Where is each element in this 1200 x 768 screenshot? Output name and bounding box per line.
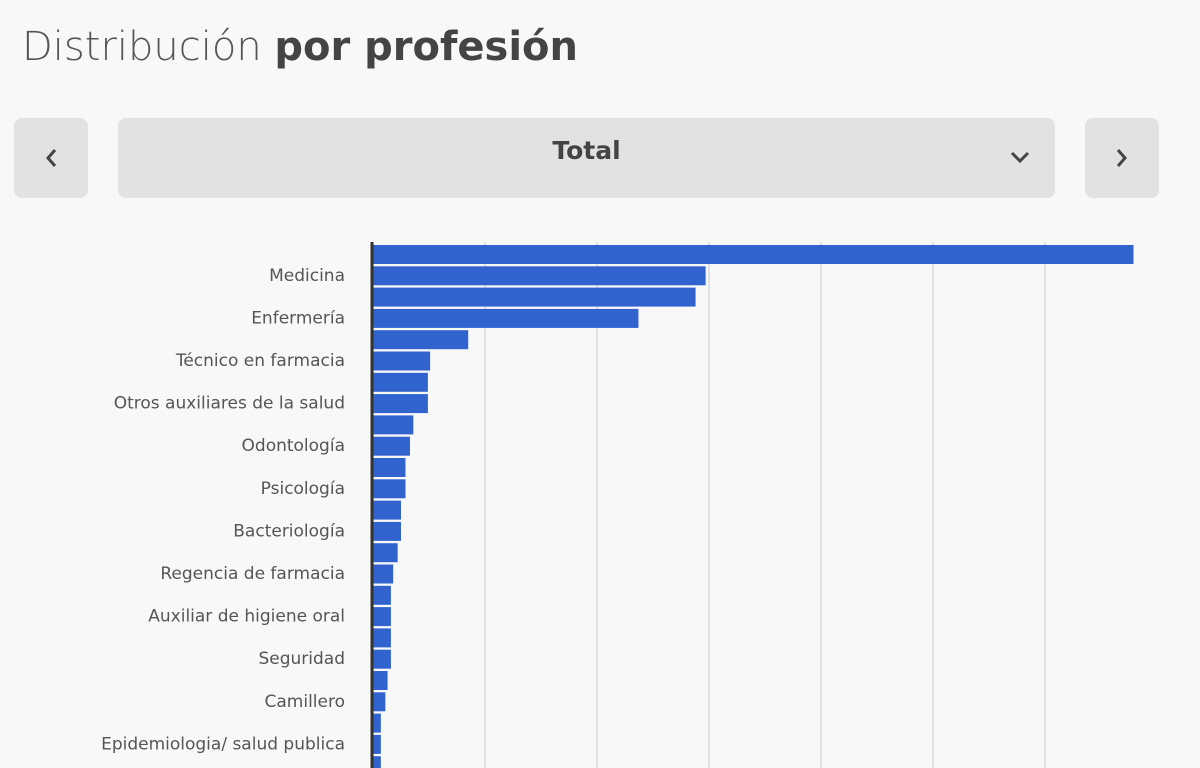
profession-select[interactable]: Total <box>118 118 1055 198</box>
bar <box>373 351 431 371</box>
bar <box>373 628 391 648</box>
y-tick-label: Enfermería <box>251 308 345 328</box>
bar <box>373 500 401 520</box>
bar <box>373 308 639 328</box>
bar <box>373 756 381 768</box>
y-tick-label: Bacteriología <box>233 521 345 541</box>
bar <box>373 692 386 712</box>
prev-icon <box>46 149 57 167</box>
page-title: Distribución por profesión <box>22 24 578 70</box>
bar <box>373 245 1134 264</box>
dropdown-icon <box>1010 151 1030 164</box>
y-tick-label: Odontología <box>242 436 345 456</box>
select-value: Total <box>552 136 621 165</box>
next-icon <box>1116 149 1127 167</box>
bar <box>373 458 406 477</box>
bar <box>373 394 428 414</box>
bar <box>373 734 381 754</box>
y-tick-label: Técnico en farmacia <box>175 351 345 371</box>
bar <box>373 521 401 541</box>
y-tick-label: Regencia de farmacia <box>160 564 345 584</box>
bar <box>373 607 391 627</box>
bar <box>373 649 391 669</box>
bar <box>373 266 706 286</box>
previous-button[interactable] <box>14 118 88 198</box>
bar <box>373 436 410 456</box>
y-tick-label: Medicina <box>269 266 345 286</box>
bar <box>373 330 469 350</box>
bar <box>373 287 696 307</box>
bar <box>373 543 398 563</box>
bar <box>373 713 381 733</box>
bar <box>373 372 428 392</box>
bar <box>373 671 388 690</box>
bar <box>373 585 391 605</box>
next-button[interactable] <box>1085 118 1159 198</box>
y-tick-label: Otros auxiliares de la salud <box>114 394 345 414</box>
y-tick-label: Auxiliar de higiene oral <box>148 607 345 627</box>
bar <box>373 479 406 499</box>
title-bold: por profesión <box>274 24 579 70</box>
title-light: Distribución <box>22 24 262 70</box>
y-tick-label: Camillero <box>265 692 346 712</box>
y-tick-label: Seguridad <box>258 649 345 669</box>
y-tick-label: Epidemiologia/ salud publica <box>101 734 345 754</box>
y-tick-label: Psicología <box>261 479 345 499</box>
bar <box>373 415 414 435</box>
bar <box>373 564 394 584</box>
